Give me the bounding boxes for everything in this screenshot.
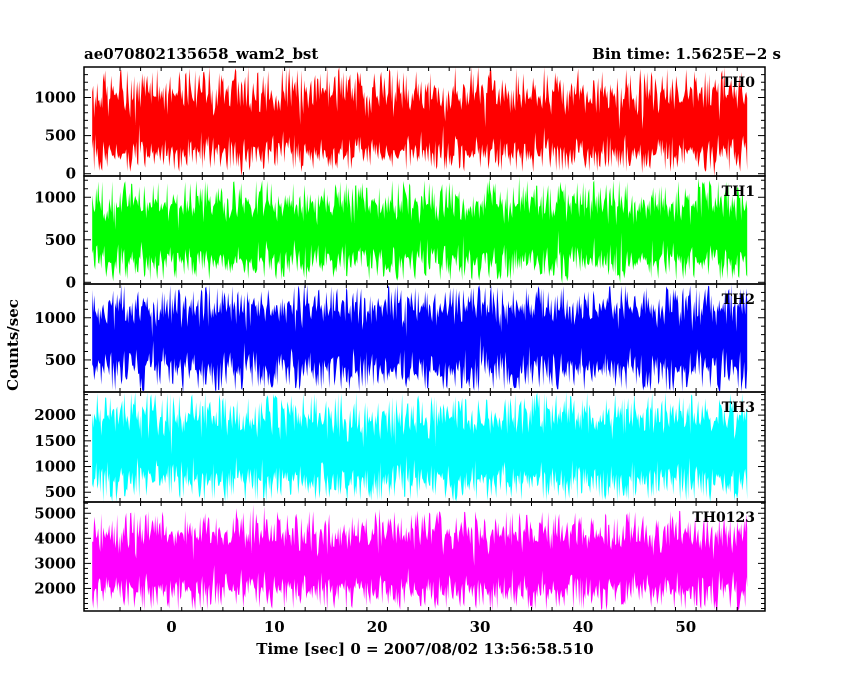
y-tick-label: 500: [45, 127, 76, 145]
panel-th1: 0 500 1000 TH1: [34, 175, 766, 291]
series-th0123: [92, 504, 748, 611]
series-th0: [92, 67, 748, 176]
y-tick-label: 0: [66, 273, 76, 291]
y-tick-label: 2000: [34, 579, 76, 597]
panel-th2: 500 1000 TH2: [34, 283, 766, 393]
panel-label-th1: TH1: [722, 184, 755, 200]
y-tick-label: 500: [45, 231, 76, 249]
y-axis-label: Counts/sec: [4, 299, 22, 391]
y-tick-label: 500: [45, 483, 76, 501]
y-tick-label: 0: [66, 165, 76, 183]
panel-frame: [83, 501, 766, 612]
y-tick-label: 3000: [34, 554, 76, 572]
x-tick-label: 30: [470, 618, 491, 636]
y-tick-label: 2000: [34, 406, 76, 424]
panel-th3: 500 1000 1500 2000 TH3: [34, 391, 766, 503]
chart-title-left: ae070802135658_wam2_bst: [84, 45, 318, 63]
panel-label-th2: TH2: [722, 292, 755, 308]
panel-th0123: 2000 3000 4000 5000 TH0123: [34, 501, 766, 612]
chart-title-right: Bin time: 1.5625E−2 s: [592, 45, 781, 63]
x-tick-label: 0: [166, 618, 176, 636]
y-tick-label: 1500: [34, 432, 76, 450]
panel-th0: 0 500 1000 TH0: [34, 66, 766, 183]
series-th1: [92, 176, 748, 284]
x-tick-label: 40: [572, 618, 593, 636]
y-tick-label: 1000: [34, 88, 76, 106]
y-tick-label: 1000: [34, 458, 76, 476]
y-tick-label: 1000: [34, 309, 76, 327]
x-tick-label: 10: [264, 618, 285, 636]
x-tick-label: 20: [367, 618, 388, 636]
y-tick-label: 5000: [34, 504, 76, 522]
y-tick-label: 1000: [34, 188, 76, 206]
x-axis: 0 10 20 30 40 50: [166, 618, 696, 636]
y-tick-label: 500: [45, 351, 76, 369]
y-tick-label: 4000: [34, 529, 76, 547]
series-th3: [92, 392, 748, 502]
x-axis-label: Time [sec] 0 = 2007/08/02 13:56:58.510: [256, 640, 593, 658]
panel-label-th3: TH3: [722, 400, 755, 416]
panels-group: 0 500 1000 TH0 0 500 1000 TH1 500 1000 TH2 500 1000 1…: [34, 66, 766, 612]
x-tick-label: 50: [675, 618, 696, 636]
series-th2: [92, 284, 748, 392]
panel-label-th0123: TH0123: [692, 510, 755, 526]
panel-label-th0: TH0: [722, 75, 756, 91]
